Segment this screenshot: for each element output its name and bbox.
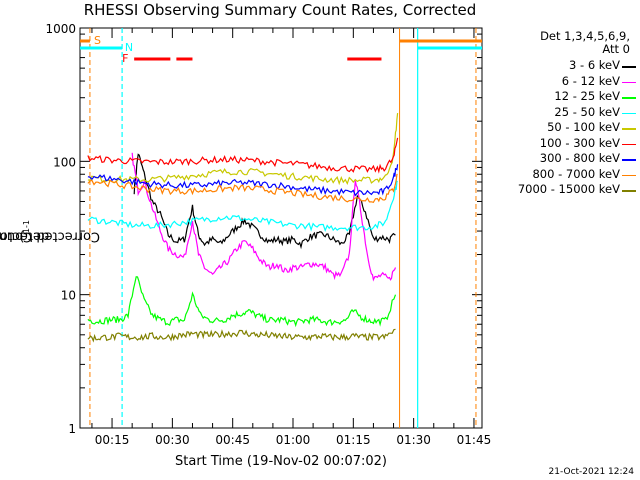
y-axis-title-part2: detector: [0, 228, 50, 244]
legend-header-attenuator: Att 0: [602, 42, 630, 56]
series-line-8: [87, 328, 396, 343]
legend-entry-swatch: [622, 112, 636, 114]
legend-entry-label: 6 - 12 keV: [561, 73, 620, 88]
legend-entry-label: 25 - 50 keV: [554, 104, 620, 119]
legend-entry-swatch: [622, 128, 636, 130]
y-axis-title-sup2: -1: [21, 220, 31, 228]
legend-entry: 50 - 100 keV: [488, 120, 638, 136]
legend-entry-label: 300 - 800 keV: [539, 151, 620, 165]
legend-entry-swatch: [622, 97, 636, 99]
series-line-7: [87, 173, 398, 203]
legend-entry-label: 800 - 7000 keV: [532, 166, 620, 181]
x-tick-label: 00:45: [215, 433, 250, 447]
legend-entry-swatch: [622, 143, 636, 145]
x-axis-title: Start Time (19-Nov-02 00:07:02): [175, 454, 387, 469]
chart-title: RHESSI Observing Summary Count Rates, Co…: [83, 1, 477, 19]
legend-entry-swatch: [622, 190, 636, 192]
legend-header-detectors: Det 1,3,4,5,6,9,: [540, 29, 630, 43]
y-tick-label: 1000: [45, 22, 76, 36]
x-tick-label: 00:15: [95, 433, 130, 447]
y-axis-title-part3: ): [19, 228, 25, 244]
legend-entry-swatch: [622, 174, 636, 176]
series-line-4: [87, 113, 399, 186]
x-tick-label: 01:45: [457, 433, 492, 447]
legend-entry-label: 7000 - 15000 keV: [517, 182, 620, 196]
x-tick-label: 01:30: [396, 433, 431, 447]
legend-entry: 25 - 50 keV: [488, 105, 638, 121]
series-line-5: [87, 137, 399, 174]
series-line-6: [87, 164, 399, 197]
legend-entry: 12 - 25 keV: [488, 89, 638, 105]
timestamp: 21-Oct-2021 12:24: [548, 467, 634, 477]
flare-flag-label: F: [122, 52, 128, 65]
x-tick-label: 01:15: [336, 433, 371, 447]
x-tick-label: 01:00: [276, 433, 311, 447]
x-tick-label: 00:30: [155, 433, 190, 447]
legend-entry-label: 3 - 6 keV: [569, 58, 620, 72]
legend-entry-label: 100 - 300 keV: [539, 135, 620, 150]
legend-entry-swatch: [622, 66, 636, 68]
legend-entry-label: 12 - 25 keV: [554, 89, 620, 103]
series-line-0: [133, 153, 396, 250]
legend-entry: 100 - 300 keV: [488, 136, 638, 152]
legend-entry: 3 - 6 keV: [488, 58, 638, 74]
legend-entry-swatch: [622, 81, 636, 83]
y-tick-label: 100: [53, 155, 76, 169]
legend-entry-label: 50 - 100 keV: [547, 120, 620, 134]
legend-entry: 6 - 12 keV: [488, 74, 638, 90]
saa-flag-label: S: [94, 34, 101, 47]
night-flag-label: N: [125, 41, 133, 54]
y-tick-label: 10: [61, 289, 76, 303]
y-tick-label: 1: [68, 422, 76, 436]
series-line-2: [87, 276, 397, 328]
series-line-1: [131, 152, 397, 282]
legend-entry: 300 - 800 keV: [488, 151, 638, 167]
legend-entry: 7000 - 15000 keV: [488, 182, 638, 198]
legend-entry-swatch: [622, 159, 636, 161]
series-line-3: [87, 180, 398, 232]
legend-entry: 800 - 7000 keV: [488, 167, 638, 183]
plot-frame: [79, 27, 483, 429]
